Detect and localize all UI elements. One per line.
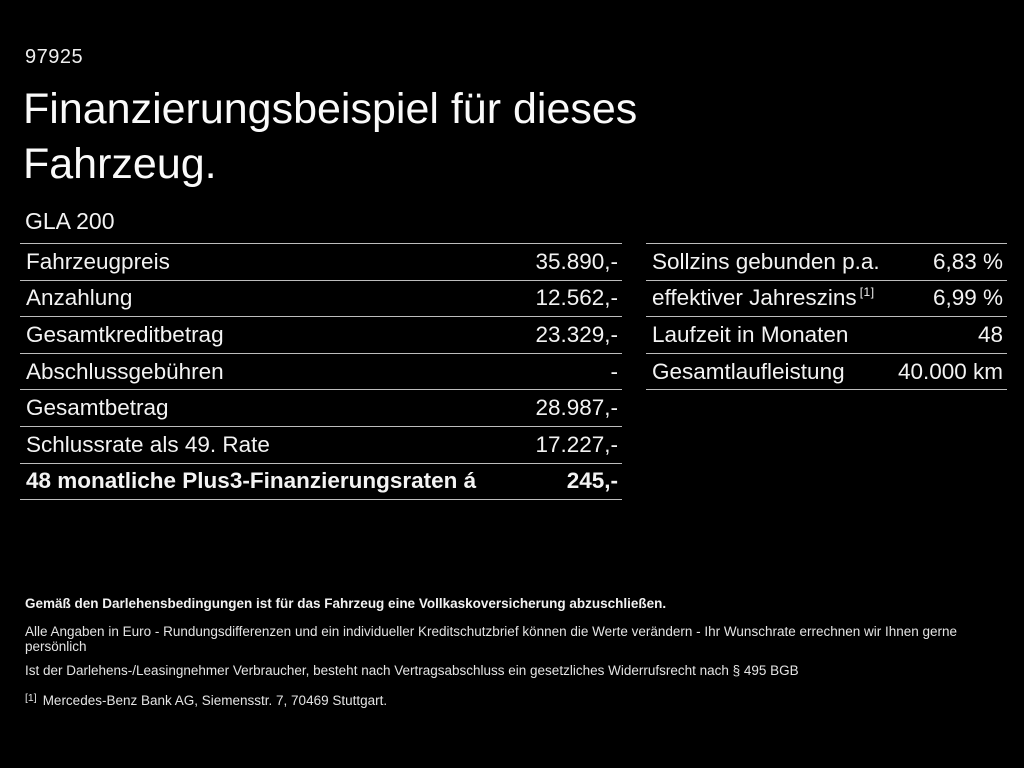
vehicle-model: GLA 200 [25,208,115,234]
row-value: 40.000 km [897,358,1003,384]
table-row: Gesamtlaufleistung 40.000 km [646,352,1007,391]
row-value: 48 [977,321,1003,347]
table-row: Fahrzeugpreis 35.890,- [20,243,622,280]
page-title-line1: Finanzierungsbeispiel für dieses [23,85,638,133]
disclaimer-line2: Ist der Darlehens-/Leasingnehmer Verbrau… [25,663,799,678]
table-row: Anzahlung 12.562,- [20,279,622,317]
legal-footer: Gemäß den Darlehensbedingungen ist für d… [25,596,1000,708]
disclaimer-line1: Alle Angaben in Euro - Rundungsdifferenz… [25,624,958,654]
row-label: effektiver Jahreszins [1] [652,285,875,311]
row-label: Anzahlung [26,285,133,311]
table-row: Schlussrate als 49. Rate 17.227,- [20,425,622,463]
reference-number: 97925 [25,46,84,68]
row-label: Sollzins gebunden p.a. [652,248,880,274]
page-title-line2: Fahrzeug. [23,139,217,188]
table-row: Sollzins gebunden p.a. 6,83 % [646,243,1007,280]
row-value: - [610,358,619,384]
row-value: 12.562,- [535,285,618,311]
conditions-table: Sollzins gebunden p.a. 6,83 % effektiver… [646,243,1007,391]
insurance-note: Gemäß den Darlehensbedingungen ist für d… [25,596,667,611]
financing-table: Fahrzeugpreis 35.890,- Anzahlung 12.562,… [20,243,622,501]
table-row: Gesamtkreditbetrag 23.329,- [20,316,622,353]
table-row-monthly-rate: 48 monatliche Plus3-Finanzierungsraten á… [20,462,622,501]
row-value: 17.227,- [535,431,618,457]
page-title: Finanzierungsbeispiel für dieses Fahrzeu… [23,82,637,191]
row-value: 23.329,- [535,321,618,347]
row-label: Abschlussgebühren [26,358,224,384]
footnote-marker: [1] [859,285,875,300]
row-value: 6,99 % [932,285,1003,311]
row-value: 35.890,- [535,248,618,274]
row-value: 6,83 % [932,248,1003,274]
table-row: effektiver Jahreszins [1] 6,99 % [646,279,1007,317]
row-label: Schlussrate als 49. Rate [26,431,270,457]
row-label-text: effektiver Jahreszins [652,285,857,311]
row-label: Gesamtlaufleistung [652,358,845,384]
table-row: Laufzeit in Monaten 48 [646,316,1007,353]
footnote-marker: [1] [25,692,37,704]
row-label: Gesamtbetrag [26,395,169,421]
row-label: Gesamtkreditbetrag [26,321,224,347]
table-row: Abschlussgebühren - [20,352,622,390]
row-label: 48 monatliche Plus3-Finanzierungsraten á [26,468,477,494]
table-row: Gesamtbetrag 28.987,- [20,389,622,426]
footnote-text: Mercedes-Benz Bank AG, Siemensstr. 7, 70… [42,693,388,708]
row-value: 28.987,- [535,395,618,421]
row-value: 245,- [566,468,618,494]
bank-footnote: [1] Mercedes-Benz Bank AG, Siemensstr. 7,… [25,692,1000,708]
row-label: Fahrzeugpreis [26,248,170,274]
row-label: Laufzeit in Monaten [652,321,849,347]
